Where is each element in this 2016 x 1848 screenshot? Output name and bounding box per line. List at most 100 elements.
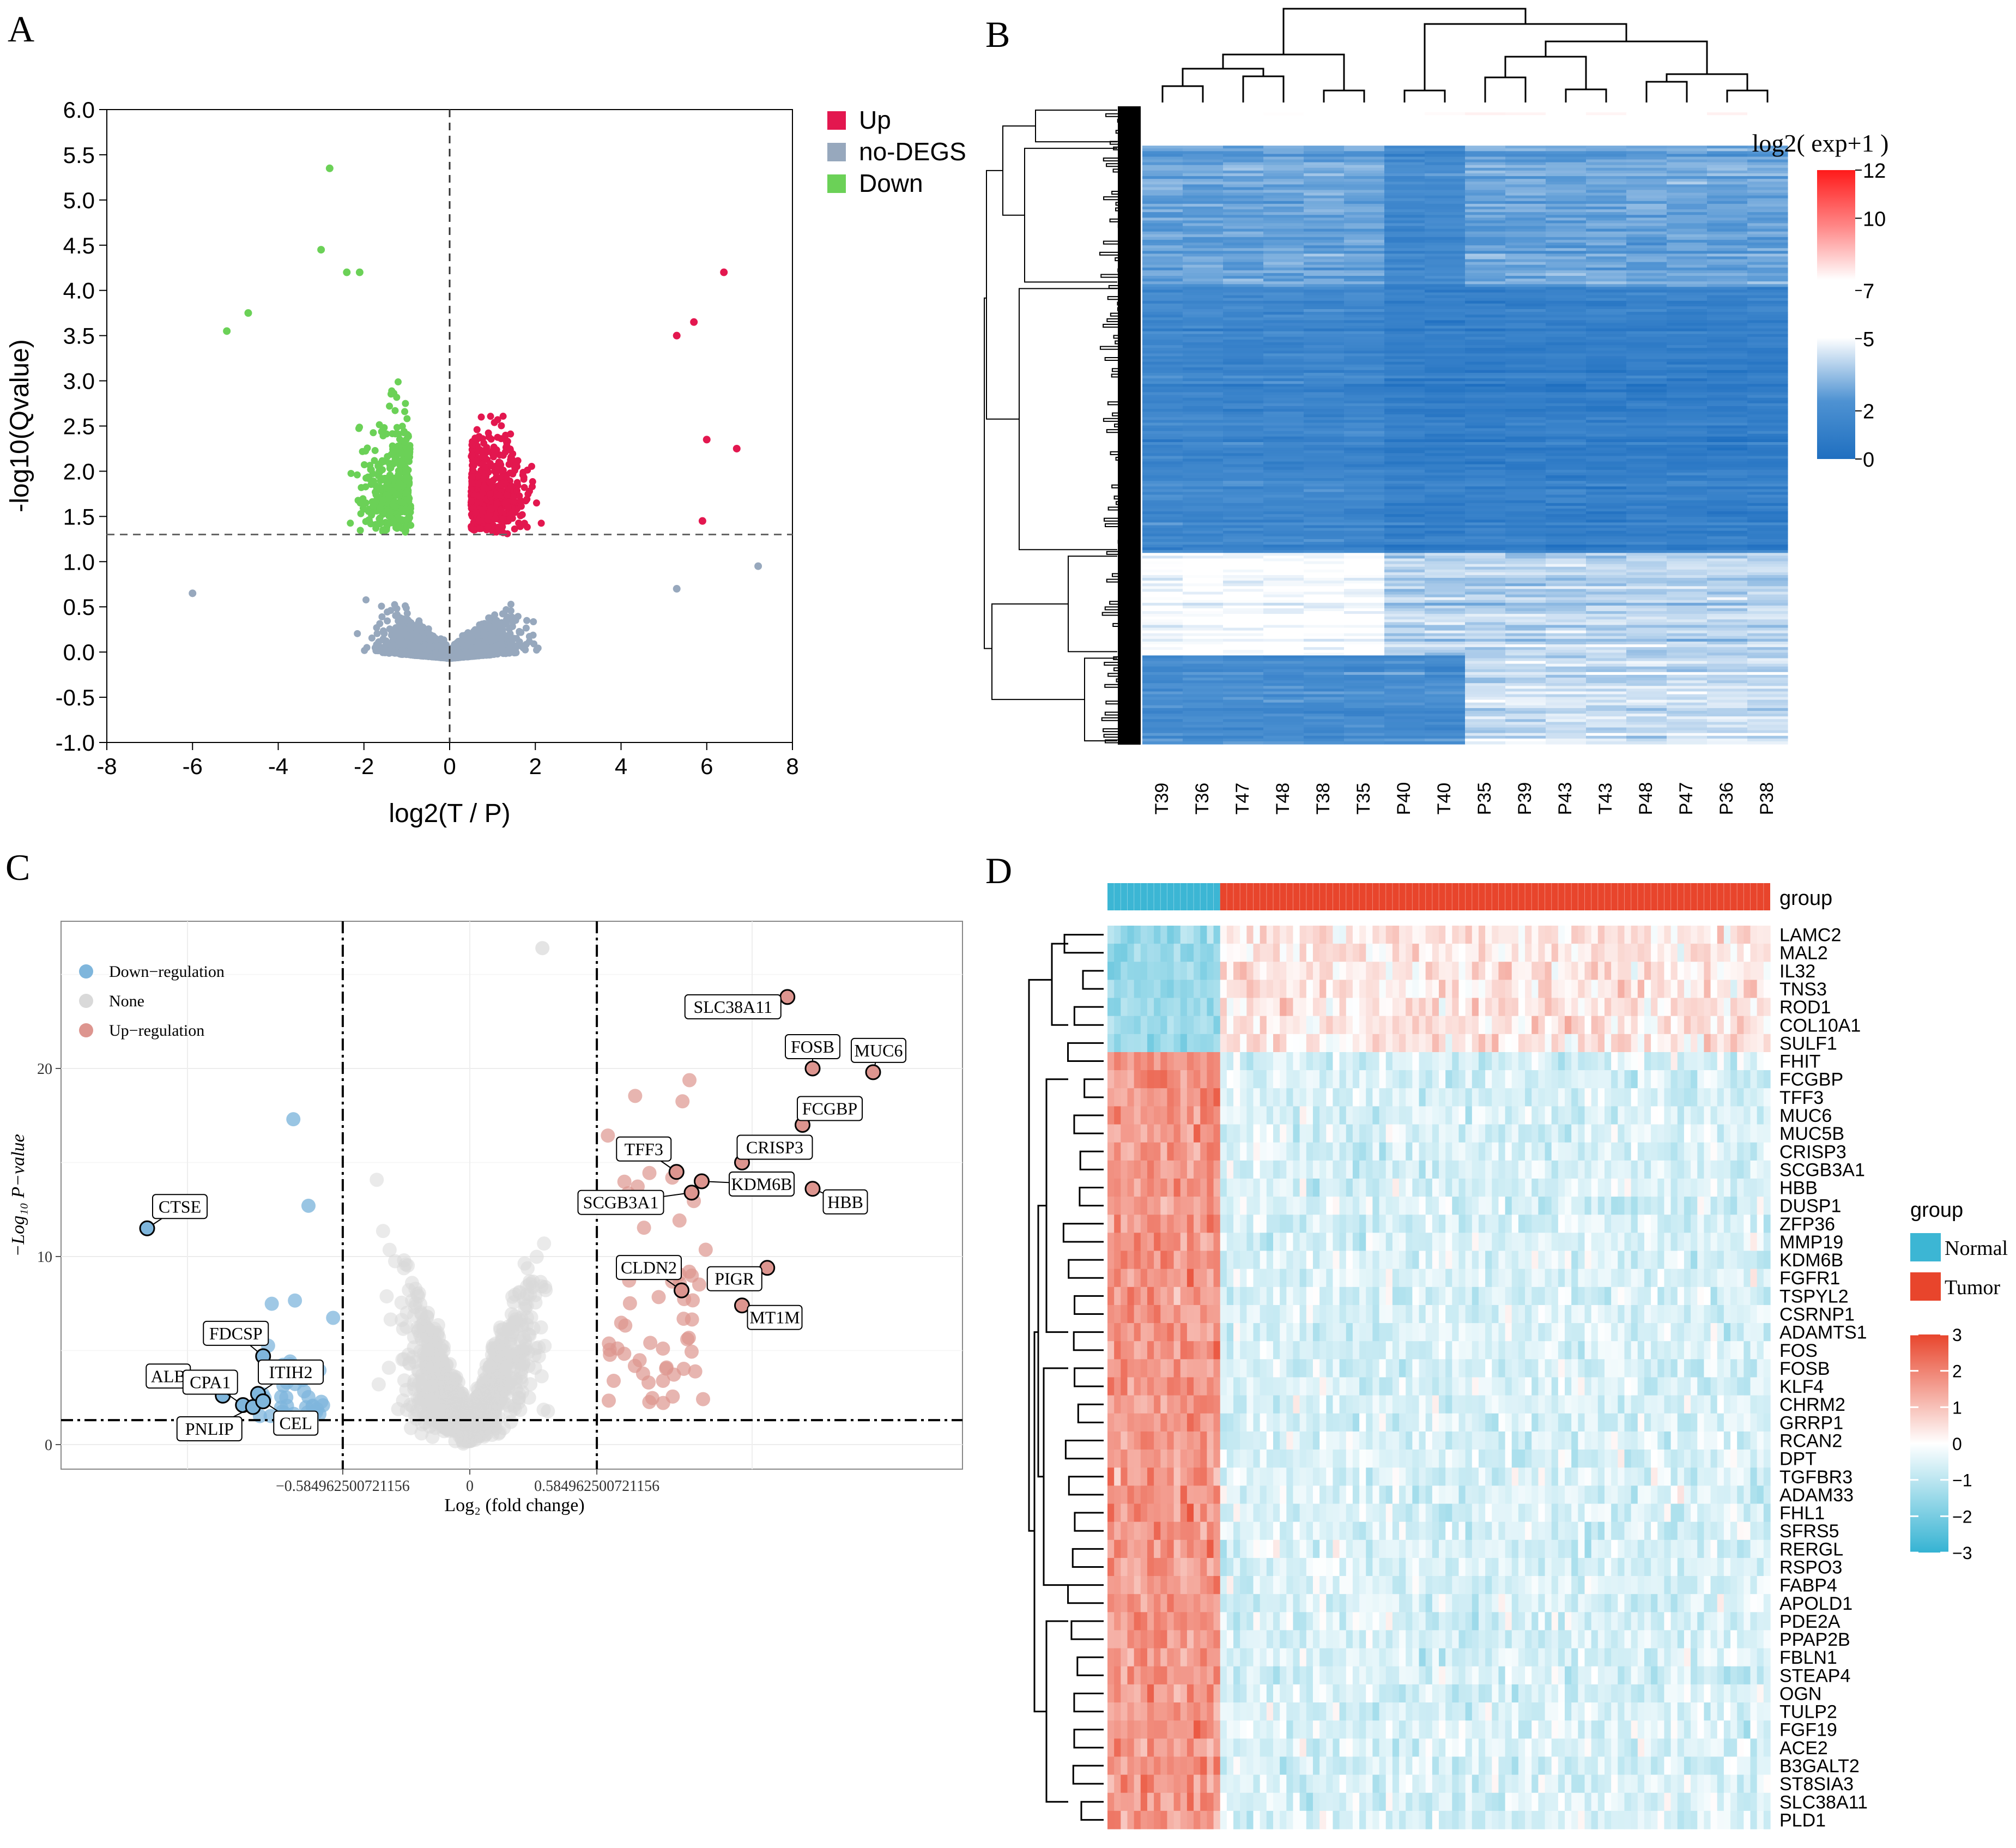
b-cell <box>1425 245 1466 249</box>
b-cell <box>1667 206 1708 210</box>
b-cell <box>1223 320 1264 324</box>
b-cell <box>1384 317 1425 321</box>
b-cell <box>1142 179 1183 182</box>
b-cell <box>1223 323 1264 327</box>
b-cell <box>1586 126 1627 130</box>
b-cell <box>1707 306 1748 310</box>
b-cell <box>1344 220 1385 224</box>
a-point-down <box>373 485 380 492</box>
b-cell <box>1707 281 1748 285</box>
b-cell <box>1667 295 1708 299</box>
b-cell <box>1546 289 1587 293</box>
b-cell <box>1626 110 1667 113</box>
b-cell <box>1223 264 1264 268</box>
b-cell <box>1223 203 1264 207</box>
b-cell <box>1183 165 1224 168</box>
a-point-up <box>504 504 512 511</box>
b-cell <box>1546 179 1587 182</box>
b-cell <box>1223 245 1264 249</box>
b-cell <box>1465 284 1506 287</box>
b-cell <box>1142 134 1183 138</box>
b-cell <box>1667 195 1708 199</box>
b-cell <box>1183 325 1224 329</box>
b-cell <box>1626 137 1667 141</box>
b-cell <box>1546 173 1587 177</box>
b-cell <box>1667 253 1708 257</box>
b-cell <box>1223 173 1264 177</box>
b-cell <box>1344 239 1385 243</box>
b-cell <box>1142 162 1183 166</box>
b-cell <box>1505 201 1546 204</box>
b-cell <box>1707 253 1748 257</box>
a-point-up <box>493 500 501 508</box>
b-cell <box>1183 223 1224 227</box>
b-cell <box>1263 120 1304 124</box>
b-cell <box>1586 281 1627 285</box>
a-point-nodegs <box>468 644 476 651</box>
b-cell <box>1223 251 1264 254</box>
b-cell <box>1626 256 1667 260</box>
a-point-up <box>497 481 504 488</box>
b-cell <box>1263 226 1304 230</box>
a-point-up <box>524 466 531 474</box>
a-y-tick-label: 5.5 <box>63 142 95 168</box>
b-cell <box>1344 112 1385 116</box>
b-cell <box>1304 245 1345 249</box>
b-cell <box>1263 317 1304 321</box>
b-cell <box>1505 206 1546 210</box>
b-cell <box>1546 115 1587 118</box>
b-cell <box>1465 309 1506 312</box>
b-cell <box>1344 320 1385 324</box>
b-cell <box>1183 123 1224 127</box>
b-cell <box>1747 118 1788 122</box>
a-y-tick-label: 4.5 <box>63 233 95 258</box>
b-cell <box>1344 248 1385 251</box>
b-cell <box>1707 209 1748 213</box>
b-cell <box>1384 143 1425 146</box>
b-cell <box>1384 218 1425 221</box>
b-cell <box>1747 320 1788 324</box>
b-cell <box>1667 315 1708 318</box>
b-cell <box>1223 223 1264 227</box>
b-cell <box>1465 228 1506 232</box>
a-point-down <box>386 508 394 516</box>
b-cell <box>1425 190 1466 194</box>
b-cell <box>1505 218 1546 221</box>
b-cell <box>1183 201 1224 204</box>
b-cell <box>1384 137 1425 141</box>
b-cell <box>1707 287 1748 291</box>
b-cell <box>1505 215 1546 218</box>
b-cell <box>1384 251 1425 254</box>
a-point-nodegs <box>457 652 465 660</box>
b-cell <box>1747 212 1788 215</box>
a-point-notable <box>325 164 334 172</box>
a-point-nodegs <box>376 620 384 627</box>
b-cell <box>1223 192 1264 196</box>
b-cell <box>1263 118 1304 122</box>
b-cell <box>1263 312 1304 315</box>
b-cell <box>1667 287 1708 291</box>
b-cell <box>1505 220 1546 224</box>
b-cell <box>1505 123 1546 127</box>
b-cell <box>1586 170 1627 174</box>
a-point-nodegs <box>480 629 487 636</box>
b-cell <box>1425 162 1466 166</box>
a-x-tick-label: -4 <box>268 753 288 779</box>
b-cell <box>1304 231 1345 235</box>
b-cell <box>1505 295 1546 299</box>
a-point-down <box>401 408 409 415</box>
b-cell <box>1505 192 1546 196</box>
b-cell <box>1304 298 1345 301</box>
b-cell <box>1667 281 1708 285</box>
b-cell <box>1183 195 1224 199</box>
b-cell <box>1465 176 1506 179</box>
b-cell <box>1465 220 1506 224</box>
b-cell <box>1626 107 1667 110</box>
b-cell <box>1263 212 1304 215</box>
b-cell <box>1586 159 1627 163</box>
b-cell <box>1465 315 1506 318</box>
b-cell <box>1344 287 1385 291</box>
b-cell <box>1344 115 1385 118</box>
b-cell <box>1626 317 1667 321</box>
a-point-nodegs <box>419 644 427 651</box>
